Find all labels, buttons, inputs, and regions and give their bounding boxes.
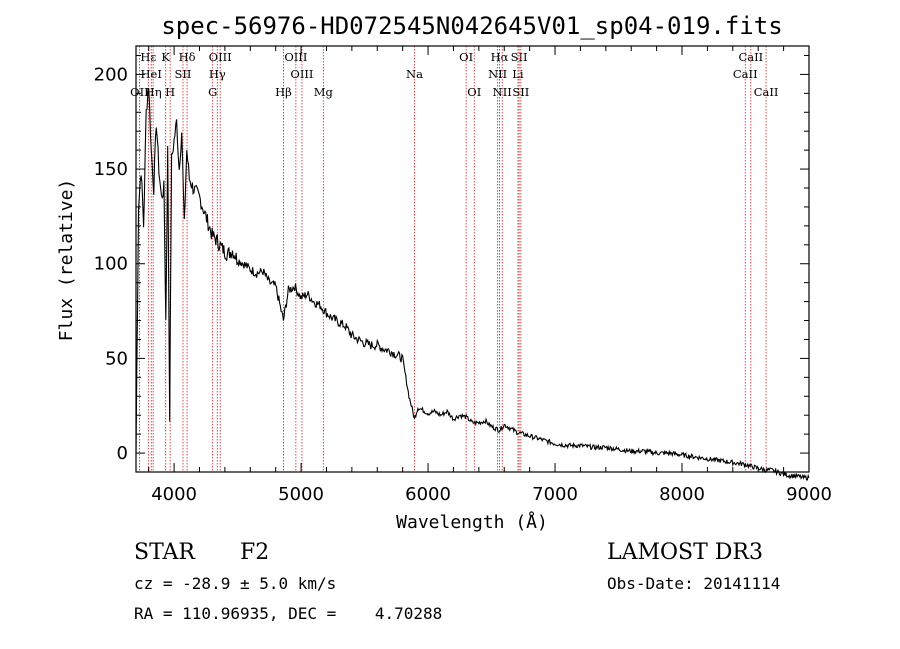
observation-date: Obs-Date: 20141114 (607, 574, 781, 593)
object-class: STAR (134, 540, 195, 565)
x-tick-label-1: 5000 (278, 484, 324, 505)
x-tick-label-5: 9000 (786, 484, 832, 505)
y-tick-label-2: 100 (94, 254, 128, 275)
line-label-18: Hα (491, 50, 509, 64)
axis-ticks: 4000 5000 6000 7000 8000 9000 0 50 100 150 200 (94, 46, 832, 505)
survey-name: LAMOST DR3 (607, 540, 763, 565)
plot-frame (135, 45, 810, 473)
line-label-0: Hε (140, 50, 156, 64)
line-label-2: HeI (141, 67, 162, 81)
line-label-19: NII (488, 67, 507, 81)
x-tick-label-4: 8000 (659, 484, 705, 505)
line-label-5: SII (174, 67, 191, 81)
line-label-1: OII (130, 85, 149, 99)
x-tick-label-0: 4000 (151, 484, 197, 505)
line-label-11: Hβ (275, 85, 292, 99)
line-label-9: Hγ (209, 67, 226, 81)
line-label-17: OI (467, 85, 481, 99)
line-label-14: Mg (314, 85, 334, 99)
line-label-24: CaII (738, 50, 763, 64)
line-label-21: SII (511, 50, 528, 64)
line-label-22: Li (512, 67, 524, 81)
y-axis-label: Flux (relative) (56, 179, 77, 342)
y-tick-label-0: 0 (117, 443, 128, 464)
line-label-7: Hδ (179, 50, 196, 64)
x-tick-label-3: 7000 (532, 484, 578, 505)
line-label-15: Na (406, 67, 423, 81)
line-label-23: SII (512, 85, 529, 99)
redshift-cz: cz = -28.9 ± 5.0 km/s (134, 574, 337, 593)
line-label-6: H (165, 85, 175, 99)
line-label-25: CaII (733, 67, 758, 81)
x-tick-label-2: 6000 (405, 484, 451, 505)
line-label-10: G (208, 85, 217, 99)
object-subclass: F2 (240, 540, 270, 565)
line-label-13: OIII (290, 67, 313, 81)
y-tick-label-3: 150 (94, 159, 128, 180)
flux-line (135, 87, 810, 481)
line-label-20: NII (493, 85, 512, 99)
ra-dec: RA = 110.96935, DEC = 4.70288 (134, 604, 443, 623)
flux-series (135, 87, 810, 481)
x-axis-label: Wavelength (Å) (396, 511, 548, 533)
line-label-8: OIII (209, 50, 232, 64)
line-label-26: CaII (754, 85, 779, 99)
y-tick-label-1: 50 (105, 348, 128, 369)
line-label-4: K (161, 50, 170, 64)
line-label-12: OIII (284, 50, 307, 64)
line-label-16: OI (459, 50, 473, 64)
chart-title: spec-56976-HD072545N042645V01_sp04-019.f… (161, 12, 782, 40)
y-tick-label-4: 200 (94, 64, 128, 85)
